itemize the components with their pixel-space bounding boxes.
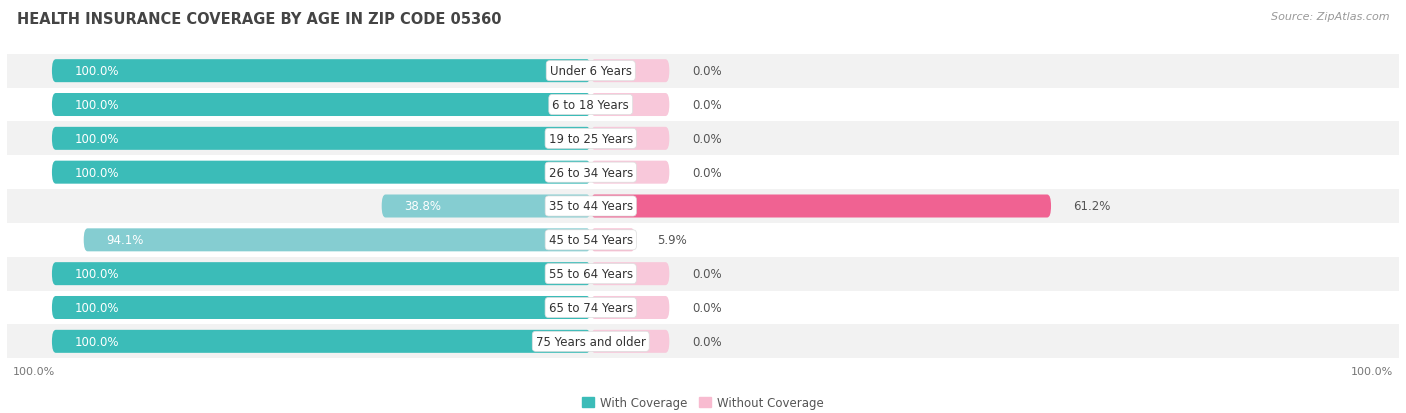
FancyBboxPatch shape [7, 55, 1399, 88]
Text: 100.0%: 100.0% [75, 268, 120, 280]
Text: 94.1%: 94.1% [107, 234, 143, 247]
Text: 26 to 34 Years: 26 to 34 Years [548, 166, 633, 179]
FancyBboxPatch shape [591, 94, 669, 117]
Text: Under 6 Years: Under 6 Years [550, 65, 631, 78]
FancyBboxPatch shape [7, 325, 1399, 358]
FancyBboxPatch shape [7, 122, 1399, 156]
FancyBboxPatch shape [7, 156, 1399, 190]
Text: 6 to 18 Years: 6 to 18 Years [553, 99, 628, 112]
Text: 100.0%: 100.0% [75, 335, 120, 348]
FancyBboxPatch shape [52, 128, 591, 150]
FancyBboxPatch shape [591, 330, 669, 353]
Text: 0.0%: 0.0% [692, 301, 721, 314]
FancyBboxPatch shape [52, 60, 591, 83]
Text: 5.9%: 5.9% [658, 234, 688, 247]
Text: 75 Years and older: 75 Years and older [536, 335, 645, 348]
Text: 65 to 74 Years: 65 to 74 Years [548, 301, 633, 314]
FancyBboxPatch shape [591, 161, 669, 184]
Text: 55 to 64 Years: 55 to 64 Years [548, 268, 633, 280]
FancyBboxPatch shape [84, 229, 591, 252]
FancyBboxPatch shape [7, 291, 1399, 325]
FancyBboxPatch shape [52, 161, 591, 184]
Text: 0.0%: 0.0% [692, 133, 721, 145]
Text: 35 to 44 Years: 35 to 44 Years [548, 200, 633, 213]
Text: Source: ZipAtlas.com: Source: ZipAtlas.com [1271, 12, 1389, 22]
Text: 100.0%: 100.0% [75, 65, 120, 78]
Text: 100.0%: 100.0% [75, 99, 120, 112]
FancyBboxPatch shape [591, 128, 669, 150]
Text: 100.0%: 100.0% [75, 301, 120, 314]
FancyBboxPatch shape [591, 60, 669, 83]
Text: 0.0%: 0.0% [692, 268, 721, 280]
Text: 0.0%: 0.0% [692, 65, 721, 78]
FancyBboxPatch shape [52, 94, 591, 117]
FancyBboxPatch shape [7, 257, 1399, 291]
Legend: With Coverage, Without Coverage: With Coverage, Without Coverage [578, 392, 828, 413]
FancyBboxPatch shape [591, 195, 1052, 218]
FancyBboxPatch shape [52, 263, 591, 285]
Text: 61.2%: 61.2% [1073, 200, 1111, 213]
Text: 100.0%: 100.0% [13, 366, 55, 376]
FancyBboxPatch shape [591, 263, 669, 285]
Text: 19 to 25 Years: 19 to 25 Years [548, 133, 633, 145]
Text: 0.0%: 0.0% [692, 166, 721, 179]
Text: 0.0%: 0.0% [692, 99, 721, 112]
FancyBboxPatch shape [591, 229, 636, 252]
Text: 100.0%: 100.0% [75, 166, 120, 179]
Text: HEALTH INSURANCE COVERAGE BY AGE IN ZIP CODE 05360: HEALTH INSURANCE COVERAGE BY AGE IN ZIP … [17, 12, 502, 27]
Text: 45 to 54 Years: 45 to 54 Years [548, 234, 633, 247]
FancyBboxPatch shape [52, 296, 591, 319]
Text: 0.0%: 0.0% [692, 335, 721, 348]
FancyBboxPatch shape [7, 88, 1399, 122]
FancyBboxPatch shape [52, 330, 591, 353]
Text: 100.0%: 100.0% [1351, 366, 1393, 376]
FancyBboxPatch shape [591, 296, 669, 319]
Text: 100.0%: 100.0% [75, 133, 120, 145]
FancyBboxPatch shape [7, 190, 1399, 223]
Text: 38.8%: 38.8% [404, 200, 441, 213]
FancyBboxPatch shape [381, 195, 591, 218]
FancyBboxPatch shape [7, 223, 1399, 257]
